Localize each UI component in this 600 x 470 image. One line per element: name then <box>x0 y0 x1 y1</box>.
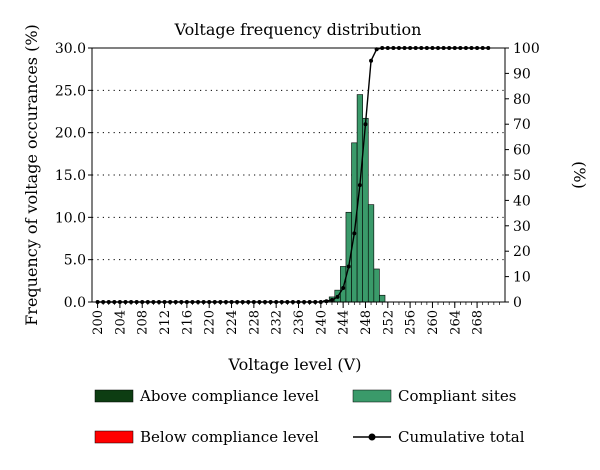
x-tick-label: 252 <box>381 310 396 335</box>
y2-tick-label: 30 <box>513 219 531 235</box>
right-axis: 0 10 20 30 40 50 60 70 80 90 100 <box>505 41 540 311</box>
legend-label-above: Above compliance level <box>139 387 319 405</box>
x-tick-label: 224 <box>225 310 240 335</box>
y-tick-label: 20.0 <box>55 126 86 142</box>
x-tick-label: 268 <box>471 310 486 335</box>
cumulative-point <box>352 231 357 236</box>
y2-tick-label: 20 <box>513 244 531 260</box>
bar <box>379 294 386 303</box>
bar <box>367 204 375 303</box>
y2-tick-label: 50 <box>513 168 531 184</box>
cumulative-point <box>357 183 362 188</box>
x-tick-label: 248 <box>359 310 374 335</box>
legend-swatch-above <box>94 389 134 403</box>
cumulative-point <box>341 286 346 291</box>
x-tick-label: 208 <box>136 310 151 335</box>
y-tick-label: 15.0 <box>55 168 86 184</box>
legend-swatch-cumulative-marker <box>368 433 376 441</box>
x-tick-label: 216 <box>180 310 195 335</box>
legend-label-below: Below compliance level <box>140 428 319 446</box>
y2-axis-label: (%) <box>570 161 589 189</box>
legend-swatch-compliant <box>352 389 392 403</box>
y-axis-label: Frequency of voltage occurances (%) <box>22 24 41 326</box>
legend: Above compliance level Compliant sites B… <box>94 387 525 446</box>
x-tick-label: 240 <box>314 310 329 335</box>
y2-tick-label: 0 <box>513 295 522 311</box>
y2-tick-label: 10 <box>513 270 531 286</box>
y-tick-label: 25.0 <box>55 83 86 99</box>
x-tick-label: 260 <box>426 310 441 335</box>
cumulative-point <box>335 294 340 299</box>
y-tick-label: 5.0 <box>64 253 86 269</box>
y2-tick-label: 90 <box>513 66 531 82</box>
x-axis-label: Voltage level (V) <box>228 355 362 374</box>
legend-label-cumulative: Cumulative total <box>398 428 525 446</box>
x-tick-label: 228 <box>247 310 262 335</box>
chart-title: Voltage frequency distribution <box>174 20 422 39</box>
left-axis: 0.0 5.0 10.0 15.0 20.0 25.0 30.0 <box>55 41 92 311</box>
x-tick-label: 200 <box>91 310 106 335</box>
x-tick-label: 244 <box>337 310 352 335</box>
x-tick-label: 236 <box>292 310 307 335</box>
y2-tick-label: 80 <box>513 92 531 108</box>
cumulative-point <box>329 297 334 302</box>
grid-lines <box>92 89 505 261</box>
y-tick-label: 30.0 <box>55 41 86 57</box>
bar <box>340 266 347 303</box>
x-tick-label: 256 <box>404 310 419 335</box>
cumulative-point <box>369 58 374 63</box>
bars-group <box>323 94 386 303</box>
cumulative-point <box>363 122 368 127</box>
x-tick-label: 264 <box>448 310 463 335</box>
cumulative-point <box>346 264 351 269</box>
y-tick-label: 0.0 <box>64 295 86 311</box>
x-axis: 200 204 208 212 216 220 224 228 232 236 240 244 248 2… <box>91 302 500 335</box>
x-tick-label: 232 <box>270 310 285 335</box>
x-tick-label: 220 <box>203 310 218 335</box>
legend-swatch-below <box>94 430 134 444</box>
x-tick-label: 212 <box>158 310 173 335</box>
y2-tick-label: 70 <box>513 117 531 133</box>
y2-tick-label: 100 <box>513 41 540 57</box>
y-tick-label: 10.0 <box>55 210 86 226</box>
x-tick-label: 204 <box>113 310 128 335</box>
y2-tick-label: 60 <box>513 143 531 159</box>
y2-tick-label: 40 <box>513 193 531 209</box>
bar <box>373 268 380 303</box>
legend-label-compliant: Compliant sites <box>398 387 516 405</box>
